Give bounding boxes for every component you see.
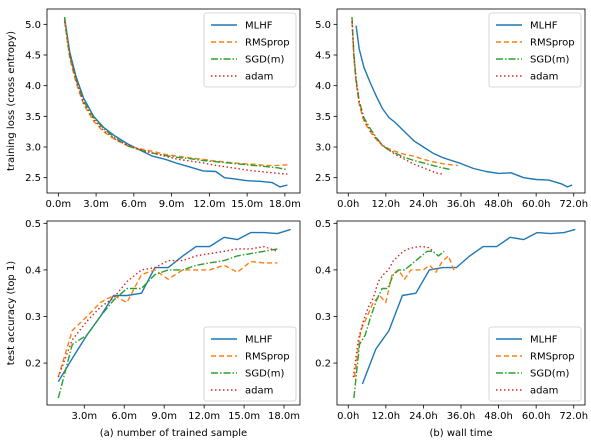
- x-tick-label: 12.0m: [188, 411, 220, 422]
- legend-label-sgd-m: SGD(m): [530, 55, 569, 66]
- y-tick-label: 0.5: [25, 219, 41, 230]
- series-line-sgd-m: [63, 16, 288, 171]
- legend-label-mlhf: MLHF: [245, 21, 273, 32]
- legend-label-rmsprop: RMSprop: [245, 38, 290, 49]
- y-tick-label: 0.2: [25, 359, 41, 370]
- x-tick-label: 12.0h: [372, 411, 401, 422]
- legend-box: [203, 326, 297, 402]
- legend-label-adam: adam: [530, 72, 558, 83]
- legend-label-adam: adam: [245, 72, 273, 83]
- y-tick-label: 3.5: [25, 112, 41, 123]
- series-line-sgd-m: [353, 250, 445, 399]
- legend-label-rmsprop: RMSprop: [530, 352, 575, 363]
- y-tick-label: 0.2: [315, 359, 331, 370]
- legend-label-sgd-m: SGD(m): [245, 369, 284, 380]
- x-tick-label: 12.0h: [372, 199, 401, 210]
- y-tick-label: 0.4: [315, 265, 331, 276]
- series-line-adam: [57, 245, 278, 378]
- y-tick-label: 0.3: [25, 312, 41, 323]
- plot-frame: [46, 8, 301, 194]
- legend-label-rmsprop: RMSprop: [245, 352, 290, 363]
- y-tick-label: 4.0: [25, 81, 41, 92]
- x-tick-label: 36.0h: [447, 411, 476, 422]
- series-line-mlhf: [355, 25, 573, 188]
- x-tick-label: 3.0m: [83, 199, 109, 210]
- x-tick-label: 12.0m: [193, 199, 225, 210]
- x-tick-label: 72.0h: [559, 199, 588, 210]
- series-line-mlhf: [63, 18, 288, 188]
- series-line-adam: [351, 21, 443, 175]
- y-tick-label: 4.5: [315, 51, 331, 62]
- x-tick-label: 9.0m: [151, 411, 177, 422]
- legend-label-adam: adam: [245, 386, 273, 397]
- x-axis-label: (b) wall time: [430, 428, 493, 439]
- x-tick-label: 15.0m: [228, 411, 260, 422]
- x-tick-label: 0.0m: [46, 199, 72, 210]
- x-tick-label: 18.0m: [269, 199, 301, 210]
- y-tick-label: 3.0: [25, 143, 41, 154]
- legend-label-rmsprop: RMSprop: [530, 38, 575, 49]
- x-axis-label: (a) number of trained sample: [100, 428, 247, 439]
- legend-box: [203, 12, 297, 88]
- series-line-sgd-m: [351, 16, 452, 171]
- chart-panel-3: 3.0m 6.0m 9.0m 12.0m 15.0m 18.0m 0.2 0.3 0.4 0.5 t…: [6, 219, 301, 439]
- x-tick-label: 72.0h: [559, 411, 588, 422]
- y-tick-label: 3.5: [315, 112, 331, 123]
- x-tick-label: 6.0m: [111, 411, 137, 422]
- legend: MLHF RMSprop SGD(m) adam: [203, 326, 297, 402]
- x-tick-label: 24.0h: [409, 199, 438, 210]
- legend-label-sgd-m: SGD(m): [245, 55, 284, 66]
- legend-box: [488, 12, 582, 88]
- legend-box: [488, 326, 582, 402]
- chart-panel-2: 0.0h 12.0h 24.0h 36.0h 48.0h 60.0h 72.0h 2.5 3.0…: [315, 8, 588, 210]
- x-tick-label: 0.0h: [337, 411, 359, 422]
- chart-panel-1: 0.0m 3.0m 6.0m 9.0m 12.0m 15.0m 18.0m 2.5 3.0 3.5…: [6, 8, 301, 210]
- series-line-rmsprop: [353, 255, 456, 378]
- y-tick-label: 4.5: [25, 51, 41, 62]
- y-tick-label: 5.0: [315, 20, 331, 31]
- y-tick-label: 2.5: [25, 173, 41, 184]
- legend: MLHF RMSprop SGD(m) adam: [488, 326, 582, 402]
- x-tick-label: 9.0m: [159, 199, 185, 210]
- y-axis-label: training loss (cross entropy): [6, 31, 17, 171]
- x-tick-label: 15.0m: [231, 199, 263, 210]
- y-tick-label: 0.3: [315, 312, 331, 323]
- chart-panel-4: 0.0h 12.0h 24.0h 36.0h 48.0h 60.0h 72.0h 0.2 0.3…: [315, 219, 588, 439]
- series-line-sgd-m: [57, 248, 278, 399]
- legend-label-sgd-m: SGD(m): [530, 369, 569, 380]
- x-tick-label: 3.0m: [71, 411, 97, 422]
- x-tick-label: 48.0h: [484, 199, 513, 210]
- x-tick-label: 60.0h: [522, 411, 551, 422]
- y-tick-label: 0.4: [25, 265, 41, 276]
- x-tick-label: 0.0h: [337, 199, 359, 210]
- y-tick-label: 2.5: [315, 173, 331, 184]
- y-tick-label: 5.0: [25, 20, 41, 31]
- legend-label-adam: adam: [530, 386, 558, 397]
- x-tick-label: 48.0h: [484, 411, 513, 422]
- series-line-rmsprop: [351, 21, 458, 167]
- x-tick-label: 18.0m: [268, 411, 300, 422]
- legend-label-mlhf: MLHF: [245, 335, 273, 346]
- y-tick-label: 4.0: [315, 81, 331, 92]
- y-axis-label: test accuracy (top 1): [6, 261, 17, 366]
- series-line-adam: [352, 245, 434, 378]
- legend: MLHF RMSprop SGD(m) adam: [203, 12, 297, 88]
- series-line-rmsprop: [57, 260, 278, 378]
- y-tick-label: 3.0: [315, 143, 331, 154]
- x-tick-label: 60.0h: [522, 199, 551, 210]
- x-tick-label: 24.0h: [409, 411, 438, 422]
- series-line-rmsprop: [63, 21, 288, 167]
- series-line-mlhf: [361, 228, 576, 385]
- x-tick-label: 36.0h: [447, 199, 476, 210]
- legend-label-mlhf: MLHF: [530, 21, 558, 32]
- y-tick-label: 0.5: [315, 219, 331, 230]
- legend: MLHF RMSprop SGD(m) adam: [488, 12, 582, 88]
- legend-label-mlhf: MLHF: [530, 335, 558, 346]
- plot-frame: [46, 220, 301, 406]
- x-tick-label: 6.0m: [121, 199, 147, 210]
